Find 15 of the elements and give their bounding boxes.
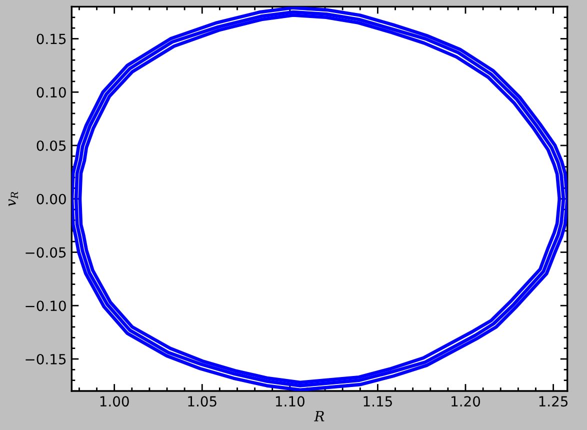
y-tick-label: −0.15	[26, 354, 66, 364]
x-tick-label: 1.20	[452, 396, 480, 407]
y-tick-label: 0.10	[36, 87, 66, 98]
y-axis-title: v$_{R}$	[8, 192, 18, 206]
x-tick-label: 1.15	[364, 396, 392, 407]
x-tick-label: 1.25	[539, 396, 568, 407]
x-tick-label: 1.00	[100, 396, 129, 407]
x-tick-label: 1.10	[276, 396, 304, 407]
y-tick-label: 0.15	[36, 34, 66, 44]
y-tick-label: −0.05	[26, 247, 66, 258]
y-tick-label: −0.10	[26, 300, 66, 312]
y-tick-label: 0.00	[36, 194, 66, 204]
y-tick-label: 0.05	[36, 140, 66, 151]
x-axis-title: R	[314, 411, 324, 422]
x-tick-label: 1.05	[188, 396, 216, 407]
